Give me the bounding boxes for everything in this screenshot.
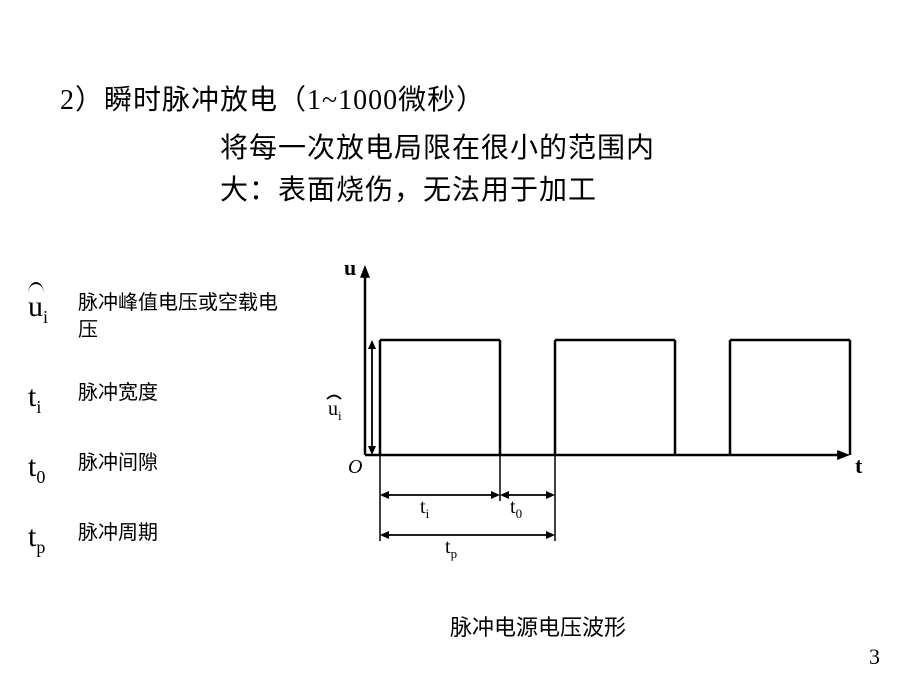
legend-desc: 脉冲间隙 (78, 450, 158, 477)
legend-symbol: ui (28, 290, 78, 328)
title-line-2: 将每一次放电局限在很小的范围内 (220, 126, 655, 166)
svg-text:u: u (344, 255, 356, 280)
legend-symbol: tp (28, 520, 78, 558)
title-line-1: 2）瞬时脉冲放电（1~1000微秒） (60, 78, 485, 118)
title-line-3: 大：表面烧伤，无法用于加工 (220, 168, 597, 208)
legend-row-1: ti脉冲宽度 (28, 380, 158, 418)
legend-desc: 脉冲宽度 (78, 380, 158, 407)
legend-row-2: t0脉冲间隙 (28, 450, 158, 488)
svg-text:t: t (855, 453, 863, 478)
svg-text:tp: tp (445, 536, 457, 561)
legend-symbol: t0 (28, 450, 78, 488)
legend-symbol: ti (28, 380, 78, 418)
svg-text:ui: ui (328, 398, 342, 423)
chart-caption: 脉冲电源电压波形 (450, 610, 626, 642)
chart-svg: u Ot ui ti t0 tp (310, 255, 870, 575)
svg-text:ti: ti (420, 496, 430, 521)
svg-text:t0: t0 (510, 496, 522, 521)
page-number: 3 (869, 644, 880, 670)
legend-desc: 脉冲周期 (78, 520, 158, 547)
legend-row-3: tp脉冲周期 (28, 520, 158, 558)
legend-desc: 脉冲峰值电压或空载电压 (78, 290, 278, 344)
pulse-waveform-chart: u Ot ui ti t0 tp (310, 255, 870, 575)
legend-row-0: ui脉冲峰值电压或空载电压 (28, 290, 278, 344)
svg-text:O: O (348, 456, 362, 478)
